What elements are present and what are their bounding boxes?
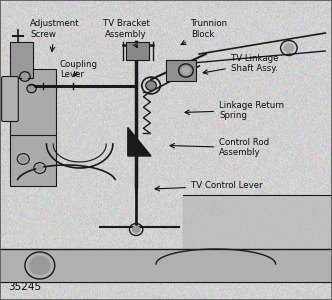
Circle shape xyxy=(284,44,294,52)
Text: TV Bracket
Assembly: TV Bracket Assembly xyxy=(103,20,150,48)
Circle shape xyxy=(20,156,26,162)
FancyBboxPatch shape xyxy=(2,76,18,122)
FancyBboxPatch shape xyxy=(166,60,196,81)
Text: TV Linkage
Shaft Assy.: TV Linkage Shaft Assy. xyxy=(203,54,278,74)
Text: TV Control Lever: TV Control Lever xyxy=(155,182,263,191)
FancyBboxPatch shape xyxy=(126,42,149,60)
Text: Trunnion
Block: Trunnion Block xyxy=(181,20,228,45)
Text: Coupling
Lever: Coupling Lever xyxy=(60,60,98,80)
Circle shape xyxy=(146,81,156,90)
Circle shape xyxy=(29,86,34,91)
Text: Linkage Return
Spring: Linkage Return Spring xyxy=(185,100,284,120)
Polygon shape xyxy=(128,128,151,156)
Text: Adjustment
Screw: Adjustment Screw xyxy=(30,20,79,52)
Circle shape xyxy=(22,74,28,79)
FancyBboxPatch shape xyxy=(10,132,56,186)
FancyBboxPatch shape xyxy=(10,69,56,135)
Circle shape xyxy=(132,226,140,233)
FancyBboxPatch shape xyxy=(10,42,33,78)
Circle shape xyxy=(37,165,43,171)
Text: 35245: 35245 xyxy=(8,283,42,292)
Text: Control Rod
Assembly: Control Rod Assembly xyxy=(170,138,269,158)
Circle shape xyxy=(30,256,50,274)
Circle shape xyxy=(182,67,190,74)
